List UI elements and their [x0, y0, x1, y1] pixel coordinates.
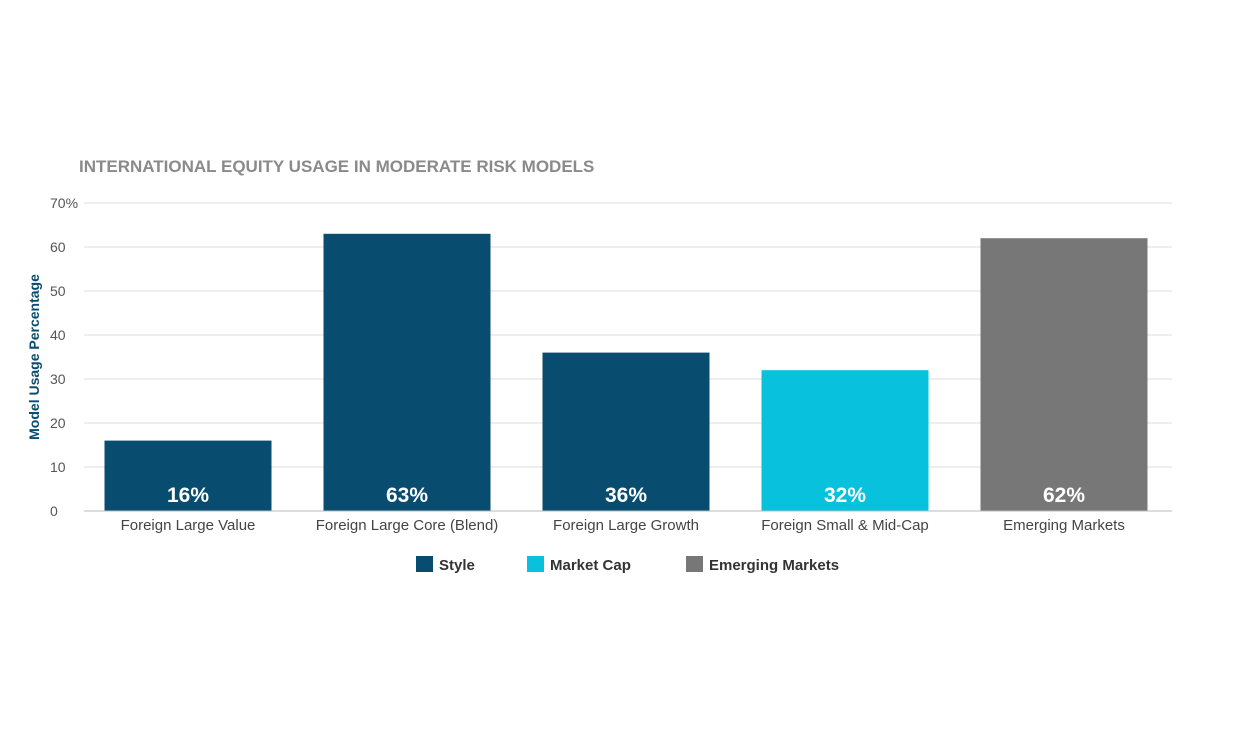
- y-tick-label: 70%: [50, 195, 78, 211]
- y-tick-label: 50: [50, 283, 66, 299]
- data-label: 32%: [824, 484, 866, 507]
- data-label: 36%: [605, 484, 647, 507]
- x-tick-label: Foreign Large Value: [121, 517, 256, 534]
- x-tick-label: Foreign Large Core (Blend): [316, 517, 499, 534]
- legend-label: Market Cap: [550, 557, 631, 574]
- bars: 16% 63% 36% 32% 62%: [104, 233, 1148, 512]
- bar: [104, 440, 272, 511]
- y-tick-label: 40: [50, 327, 66, 343]
- y-tick-label: 20: [50, 415, 66, 431]
- legend-swatch: [686, 556, 703, 572]
- y-axis-label: Model Usage Percentage: [26, 274, 42, 440]
- legend-swatch: [527, 556, 544, 572]
- bar: [761, 370, 929, 511]
- y-tick-label: 10: [50, 459, 66, 475]
- x-tick-label: Emerging Markets: [1003, 517, 1125, 534]
- data-label: 62%: [1043, 484, 1085, 507]
- legend-label: Style: [439, 557, 475, 574]
- y-axis-ticks: 0 10 20 30 40 50 60 70%: [50, 195, 78, 519]
- bar: [542, 352, 710, 511]
- y-tick-label: 30: [50, 371, 66, 387]
- data-label: 63%: [386, 484, 428, 507]
- bar: [980, 238, 1148, 511]
- data-label: 16%: [167, 484, 209, 507]
- legend-swatch: [416, 556, 433, 572]
- x-tick-label: Foreign Large Growth: [553, 517, 699, 534]
- y-tick-label: 0: [50, 503, 58, 519]
- y-tick-label: 60: [50, 239, 66, 255]
- legend: Style Market Cap Emerging Markets: [416, 556, 839, 574]
- legend-label: Emerging Markets: [709, 557, 839, 574]
- x-axis-ticks: Foreign Large Value Foreign Large Core (B…: [121, 517, 1125, 534]
- bar: [323, 233, 491, 512]
- x-tick-label: Foreign Small & Mid-Cap: [761, 517, 929, 534]
- chart-title: INTERNATIONAL EQUITY USAGE IN MODERATE R…: [79, 157, 594, 176]
